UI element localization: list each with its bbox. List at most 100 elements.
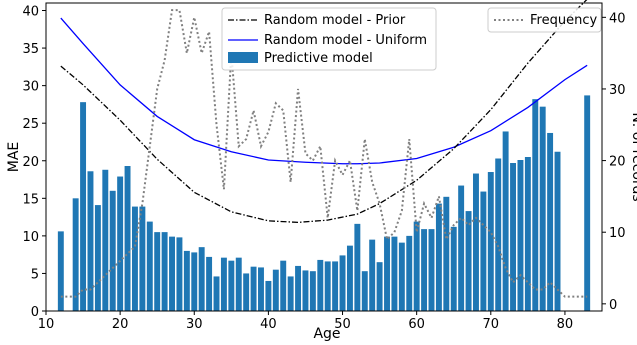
x-tick-label: 40 bbox=[260, 317, 277, 332]
y-tick-label: 30 bbox=[22, 80, 39, 95]
bar-age-60 bbox=[413, 221, 420, 311]
frequency-line bbox=[60, 9, 588, 298]
bar-age-27 bbox=[169, 236, 175, 311]
y-tick-label: 40 bbox=[22, 5, 39, 20]
bar-age-25 bbox=[154, 232, 161, 311]
bar-age-37 bbox=[243, 273, 250, 311]
y-tick-label: 15 bbox=[22, 192, 39, 207]
x-tick-label: 20 bbox=[112, 317, 129, 332]
bar-age-51 bbox=[346, 245, 353, 311]
legend-predictive-swatch bbox=[228, 52, 258, 63]
bar-age-76 bbox=[532, 99, 539, 311]
y-tick-label: 25 bbox=[22, 117, 39, 132]
bar-age-70 bbox=[487, 172, 494, 311]
bar-age-74 bbox=[517, 160, 524, 311]
bar-age-56 bbox=[384, 236, 390, 311]
bar-age-72 bbox=[502, 131, 509, 311]
bar-age-36 bbox=[235, 257, 242, 311]
y-tick-label: 35 bbox=[22, 42, 39, 57]
bar-age-73 bbox=[510, 163, 516, 311]
x-tick-label: 30 bbox=[186, 317, 203, 332]
uniform-line bbox=[60, 17, 588, 165]
bar-age-14 bbox=[72, 198, 79, 311]
bar-age-22 bbox=[131, 206, 138, 311]
bar-age-67 bbox=[465, 211, 472, 311]
bar-age-26 bbox=[161, 232, 168, 311]
x-tick-label: 50 bbox=[334, 317, 351, 332]
bar-age-32 bbox=[206, 256, 213, 311]
y-right-tick-label: 20 bbox=[609, 155, 626, 170]
bar-age-24 bbox=[146, 221, 153, 311]
y-right-tick-label: 0 bbox=[609, 298, 617, 313]
legend-main-box bbox=[221, 7, 437, 71]
bar-age-31 bbox=[198, 247, 205, 311]
bar-age-45 bbox=[302, 270, 309, 311]
legend-prior-label: Random model - Prior bbox=[264, 13, 406, 28]
bar-age-19 bbox=[109, 190, 116, 311]
bar-age-53 bbox=[361, 271, 368, 311]
bar-age-34 bbox=[220, 257, 227, 311]
bar-age-55 bbox=[376, 262, 383, 311]
y-tick-label: 20 bbox=[22, 155, 39, 170]
x-tick-label: 10 bbox=[38, 317, 55, 332]
y-tick-label: 5 bbox=[31, 267, 39, 282]
legend-frequency-label: Frequency bbox=[530, 13, 597, 28]
bar-age-54 bbox=[369, 239, 376, 311]
ticks-layer: 10 20 30 40 50 60 70 80051015202530354001020304… bbox=[22, 5, 625, 332]
bar-age-59 bbox=[406, 235, 413, 311]
bar-age-79 bbox=[554, 151, 561, 311]
bar-age-65 bbox=[450, 226, 457, 311]
bar-age-71 bbox=[495, 158, 502, 311]
legend-predictive-label: Predictive model bbox=[264, 51, 373, 66]
bar-age-66 bbox=[458, 185, 465, 311]
bar-age-17 bbox=[94, 205, 101, 311]
y-right-tick-label: 40 bbox=[609, 11, 626, 26]
bar-age-35 bbox=[228, 260, 235, 311]
x-axis-title: Age bbox=[313, 326, 340, 342]
bar-age-63 bbox=[435, 203, 442, 311]
bar-age-30 bbox=[191, 252, 198, 311]
bar-age-42 bbox=[280, 260, 287, 311]
bar-age-61 bbox=[421, 229, 428, 311]
x-tick-label: 60 bbox=[408, 317, 425, 332]
y-tick-label: 0 bbox=[31, 305, 39, 320]
bar-age-20 bbox=[117, 176, 124, 311]
bar-age-50 bbox=[339, 255, 346, 311]
x-tick-label: 80 bbox=[557, 317, 574, 332]
bar-age-28 bbox=[176, 237, 183, 311]
bar-age-68 bbox=[473, 173, 479, 311]
bar-age-40 bbox=[265, 280, 272, 311]
bar-age-12 bbox=[57, 231, 64, 311]
bar-age-38 bbox=[250, 266, 257, 311]
bar-age-16 bbox=[87, 171, 94, 311]
y-axis-right-title: N. of records bbox=[629, 112, 637, 201]
bars-layer bbox=[57, 95, 591, 312]
bar-age-77 bbox=[539, 106, 546, 311]
bar-age-64 bbox=[443, 196, 450, 311]
legend-main: Random model - Prior Random model - Unif… bbox=[221, 7, 437, 71]
bar-age-46 bbox=[309, 271, 316, 311]
bar-age-52 bbox=[354, 223, 361, 311]
bar-age-43 bbox=[287, 276, 294, 311]
y-axis-title: MAE bbox=[6, 142, 22, 173]
bar-age-23 bbox=[139, 206, 146, 311]
bar-age-62 bbox=[428, 229, 435, 311]
y-right-tick-label: 10 bbox=[609, 226, 626, 241]
bar-age-75 bbox=[524, 157, 531, 311]
bar-age-29 bbox=[183, 250, 190, 311]
bar-age-33 bbox=[213, 276, 220, 311]
bar-age-58 bbox=[398, 242, 405, 311]
bar-age-69 bbox=[480, 191, 487, 311]
legend-frequency: Frequency bbox=[487, 7, 602, 33]
bar-age-41 bbox=[272, 269, 279, 311]
bar-age-44 bbox=[295, 265, 302, 311]
bar-age-47 bbox=[317, 259, 324, 311]
y-tick-label: 10 bbox=[22, 230, 39, 245]
lines-layer bbox=[60, 0, 588, 298]
bar-age-78 bbox=[547, 132, 554, 311]
y-right-tick-label: 30 bbox=[609, 83, 626, 98]
bar-age-49 bbox=[332, 261, 339, 311]
bar-age-15 bbox=[80, 102, 87, 311]
prior-line bbox=[60, 0, 588, 224]
